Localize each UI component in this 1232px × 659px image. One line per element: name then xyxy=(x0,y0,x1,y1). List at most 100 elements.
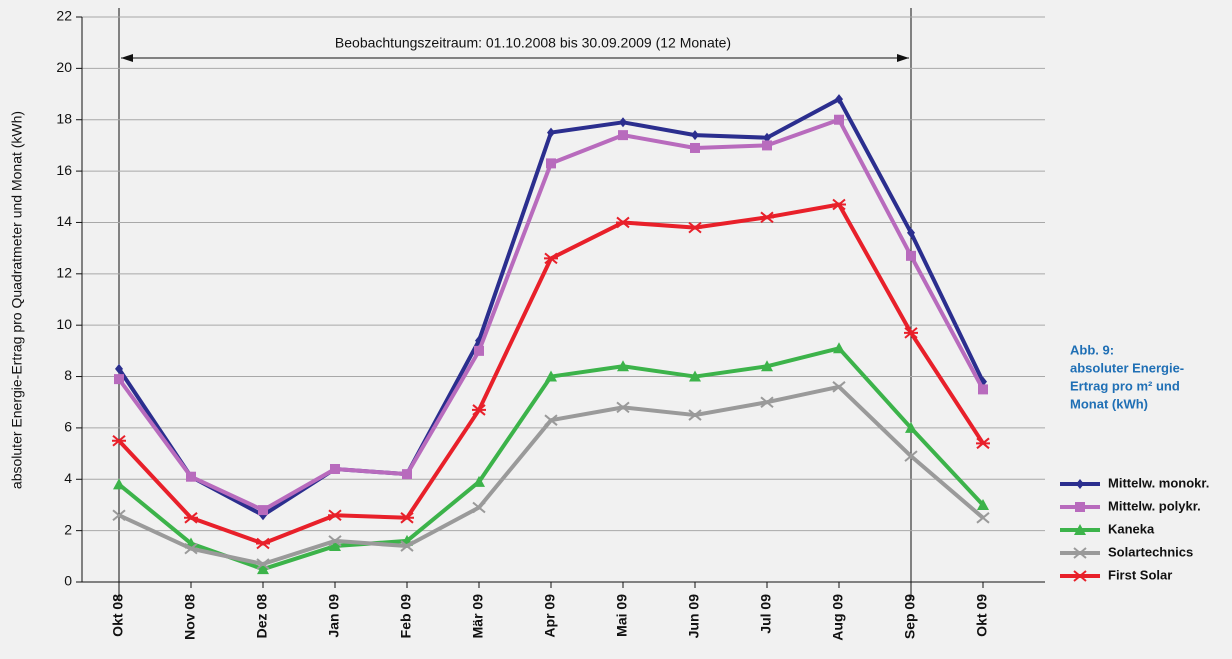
marker xyxy=(184,542,198,555)
marker xyxy=(546,158,556,169)
marker xyxy=(115,363,123,374)
marker xyxy=(690,142,700,153)
marker xyxy=(904,450,918,462)
marker xyxy=(617,360,629,372)
x-tick-label: Feb 09 xyxy=(398,594,414,639)
marker xyxy=(112,434,126,447)
marker xyxy=(833,342,845,354)
marker xyxy=(113,478,125,490)
marker xyxy=(760,396,774,408)
y-tick-label: 14 xyxy=(56,213,72,229)
marker xyxy=(977,498,989,510)
marker xyxy=(1074,524,1086,535)
marker xyxy=(186,471,196,482)
y-tick-label: 6 xyxy=(64,419,72,435)
marker xyxy=(257,563,269,575)
marker xyxy=(761,360,773,372)
marker xyxy=(832,381,846,393)
y-tick-label: 2 xyxy=(64,521,72,537)
marker xyxy=(978,384,988,395)
marker xyxy=(329,540,341,552)
marker xyxy=(1073,547,1087,559)
legend-label: Solartechnics xyxy=(1108,544,1193,559)
marker xyxy=(763,132,771,143)
marker xyxy=(400,540,414,552)
x-tick-label: Jan 09 xyxy=(326,594,342,638)
marker xyxy=(472,501,486,514)
marker xyxy=(184,512,198,524)
y-tick-label: 8 xyxy=(64,367,72,383)
x-tick-label: Aug 09 xyxy=(830,594,846,641)
marker xyxy=(330,464,340,474)
x-tick-label: Sep 09 xyxy=(902,594,918,639)
marker xyxy=(689,370,701,382)
marker xyxy=(256,558,270,570)
y-tick-label: 4 xyxy=(64,470,72,486)
marker xyxy=(328,535,342,547)
marker xyxy=(474,345,484,356)
x-tick-label: Apr 09 xyxy=(542,594,558,638)
x-tick-label: Okt 08 xyxy=(110,594,126,637)
marker xyxy=(688,221,702,234)
y-tick-label: 0 xyxy=(64,573,72,589)
marker xyxy=(544,252,558,265)
x-tick-label: Jul 09 xyxy=(758,594,774,634)
marker xyxy=(1075,502,1085,512)
marker xyxy=(400,512,414,524)
y-tick-label: 18 xyxy=(56,110,72,126)
marker xyxy=(691,130,699,141)
x-tick-label: Dez 08 xyxy=(254,594,270,639)
marker xyxy=(619,117,627,128)
marker xyxy=(547,127,555,138)
marker xyxy=(473,475,485,487)
y-axis-label: absoluter Energie-Ertrag pro Quadratmete… xyxy=(9,111,25,489)
marker xyxy=(760,211,774,224)
annotation: Beobachtungszeitraum: 01.10.2008 bis 30.… xyxy=(335,35,731,51)
marker xyxy=(616,401,630,414)
marker xyxy=(1076,479,1084,489)
marker xyxy=(905,421,917,433)
marker xyxy=(258,505,268,516)
x-tick-label: Mär 09 xyxy=(470,594,486,639)
marker xyxy=(835,94,843,105)
marker xyxy=(472,404,486,416)
marker xyxy=(906,250,916,261)
marker xyxy=(545,370,557,382)
marker xyxy=(762,140,772,151)
marker xyxy=(114,374,124,385)
caption: Abb. 9: xyxy=(1070,342,1114,357)
caption: Ertrag pro m² und xyxy=(1070,378,1180,393)
legend-label: First Solar xyxy=(1108,567,1172,582)
caption: absoluter Energie- xyxy=(1070,360,1184,375)
marker xyxy=(904,327,918,339)
marker xyxy=(616,216,630,229)
marker xyxy=(544,414,558,426)
x-tick-label: Okt 09 xyxy=(974,594,990,637)
marker xyxy=(834,114,844,125)
x-tick-label: Mai 09 xyxy=(614,594,630,637)
x-tick-label: Jun 09 xyxy=(686,594,702,639)
y-tick-label: 22 xyxy=(56,8,72,24)
marker xyxy=(256,537,270,550)
caption: Monat (kWh) xyxy=(1070,396,1148,411)
legend-label: Mittelw. polykr. xyxy=(1108,498,1201,513)
marker xyxy=(976,437,990,450)
y-tick-label: 20 xyxy=(56,59,72,75)
y-tick-label: 16 xyxy=(56,162,72,178)
legend-label: Kaneka xyxy=(1108,521,1155,536)
marker xyxy=(402,469,412,480)
marker xyxy=(907,227,915,238)
x-tick-label: Nov 08 xyxy=(182,594,198,640)
y-tick-label: 10 xyxy=(56,316,72,332)
marker xyxy=(688,409,702,421)
marker xyxy=(618,130,628,141)
marker xyxy=(328,509,342,521)
marker xyxy=(832,198,846,211)
marker xyxy=(976,512,990,524)
marker xyxy=(112,509,126,521)
marker xyxy=(1073,570,1087,582)
legend-label: Mittelw. monokr. xyxy=(1108,475,1209,490)
y-tick-label: 12 xyxy=(56,265,72,281)
